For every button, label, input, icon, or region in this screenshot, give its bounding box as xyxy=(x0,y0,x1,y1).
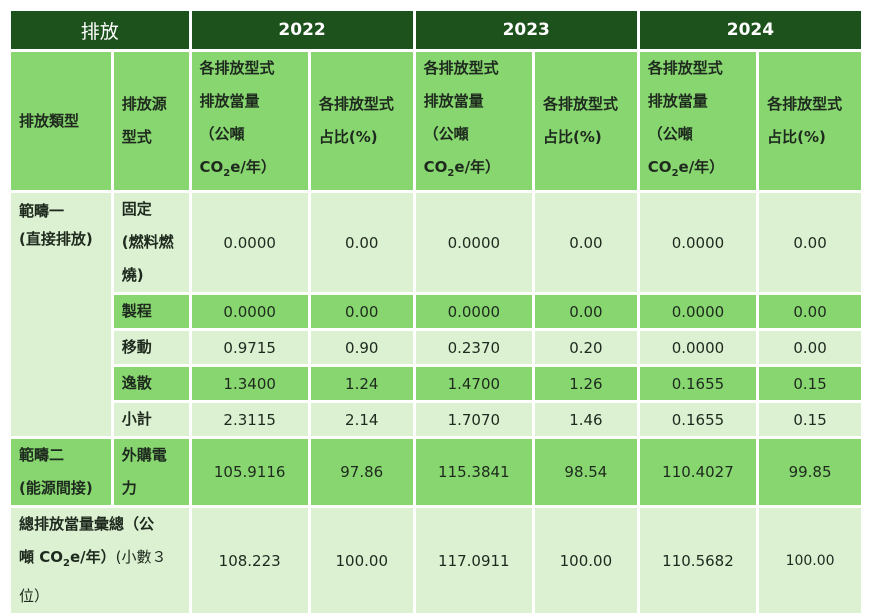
value-cell: 100.00 xyxy=(759,508,861,613)
value-cell: 2.14 xyxy=(310,403,413,436)
year-header-2022: 2022 xyxy=(191,11,413,49)
amount-header: 各排放型式 排放當量 （公噸 CO2e/年） xyxy=(415,52,532,190)
value-cell: 1.24 xyxy=(310,367,413,400)
value-cell: 100.00 xyxy=(534,508,637,613)
value-cell: 0.00 xyxy=(759,331,861,364)
value-cell: 0.90 xyxy=(310,331,413,364)
value-cell: 117.0911 xyxy=(415,508,532,613)
value-cell: 98.54 xyxy=(534,439,637,505)
value-cell: 0.0000 xyxy=(415,295,532,328)
source-label: 逸散 xyxy=(113,367,189,400)
source-label: 製程 xyxy=(113,295,189,328)
value-cell: 0.0000 xyxy=(639,193,757,292)
value-cell: 99.85 xyxy=(759,439,861,505)
value-cell: 97.86 xyxy=(310,439,413,505)
value-cell: 0.00 xyxy=(759,193,861,292)
value-cell: 0.15 xyxy=(759,403,861,436)
source-label: 外購電 力 xyxy=(113,439,189,505)
value-cell: 0.1655 xyxy=(639,403,757,436)
value-cell: 100.00 xyxy=(310,508,413,613)
value-cell: 1.46 xyxy=(534,403,637,436)
value-cell: 1.26 xyxy=(534,367,637,400)
value-cell: 0.00 xyxy=(534,193,637,292)
emissions-table: 排放 2022 2023 2024 排放類型 排放源 型式 各排放型式 排放當量… xyxy=(8,8,864,616)
corner-header: 排放 xyxy=(11,11,189,49)
column-header-row: 排放類型 排放源 型式 各排放型式 排放當量 （公噸 CO2e/年） 各排放型式… xyxy=(11,52,861,190)
year-header-2023: 2023 xyxy=(415,11,637,49)
year-header-row: 排放 2022 2023 2024 xyxy=(11,11,861,49)
total-label: 總排放當量彙總（公 噸 CO2e/年）(小數３ 位） xyxy=(11,508,189,613)
value-cell: 0.15 xyxy=(759,367,861,400)
source-label: 移動 xyxy=(113,331,189,364)
table-row: 製程 0.0000 0.00 0.0000 0.00 0.0000 0.00 xyxy=(11,295,861,328)
value-cell: 2.3115 xyxy=(191,403,308,436)
value-cell: 0.0000 xyxy=(191,295,308,328)
scope2-label: 範疇二 (能源間接) xyxy=(11,439,111,505)
amount-header: 各排放型式 排放當量 （公噸 CO2e/年） xyxy=(639,52,757,190)
source-header: 排放源 型式 xyxy=(113,52,189,190)
value-cell: 0.00 xyxy=(310,193,413,292)
share-header: 各排放型式 占比(%) xyxy=(759,52,861,190)
source-label: 固定 (燃料燃 燒) xyxy=(113,193,189,292)
table-row: 移動 0.9715 0.90 0.2370 0.20 0.0000 0.00 xyxy=(11,331,861,364)
share-header: 各排放型式 占比(%) xyxy=(310,52,413,190)
value-cell: 0.20 xyxy=(534,331,637,364)
table-row: 範疇二 (能源間接) 外購電 力 105.9116 97.86 115.3841… xyxy=(11,439,861,505)
value-cell: 0.0000 xyxy=(191,193,308,292)
total-row: 總排放當量彙總（公 噸 CO2e/年）(小數３ 位） 108.223 100.0… xyxy=(11,508,861,613)
value-cell: 0.0000 xyxy=(639,295,757,328)
value-cell: 0.9715 xyxy=(191,331,308,364)
source-label: 小計 xyxy=(113,403,189,436)
value-cell: 0.1655 xyxy=(639,367,757,400)
value-cell: 0.0000 xyxy=(415,193,532,292)
value-cell: 1.3400 xyxy=(191,367,308,400)
value-cell: 108.223 xyxy=(191,508,308,613)
value-cell: 0.00 xyxy=(310,295,413,328)
value-cell: 115.3841 xyxy=(415,439,532,505)
table-row: 小計 2.3115 2.14 1.7070 1.46 0.1655 0.15 xyxy=(11,403,861,436)
value-cell: 1.4700 xyxy=(415,367,532,400)
value-cell: 0.00 xyxy=(534,295,637,328)
table-row: 逸散 1.3400 1.24 1.4700 1.26 0.1655 0.15 xyxy=(11,367,861,400)
category-header: 排放類型 xyxy=(11,52,111,190)
scope1-label: 範疇一 (直接排放) xyxy=(11,193,111,436)
value-cell: 1.7070 xyxy=(415,403,532,436)
amount-header: 各排放型式 排放當量 （公噸 CO2e/年） xyxy=(191,52,308,190)
year-header-2024: 2024 xyxy=(639,11,861,49)
share-header: 各排放型式 占比(%) xyxy=(534,52,637,190)
table-row: 範疇一 (直接排放) 固定 (燃料燃 燒) 0.0000 0.00 0.0000… xyxy=(11,193,861,436)
value-cell: 110.5682 xyxy=(639,508,757,613)
value-cell: 105.9116 xyxy=(191,439,308,505)
value-cell: 110.4027 xyxy=(639,439,757,505)
value-cell: 0.0000 xyxy=(639,331,757,364)
value-cell: 0.2370 xyxy=(415,331,532,364)
value-cell: 0.00 xyxy=(759,295,861,328)
